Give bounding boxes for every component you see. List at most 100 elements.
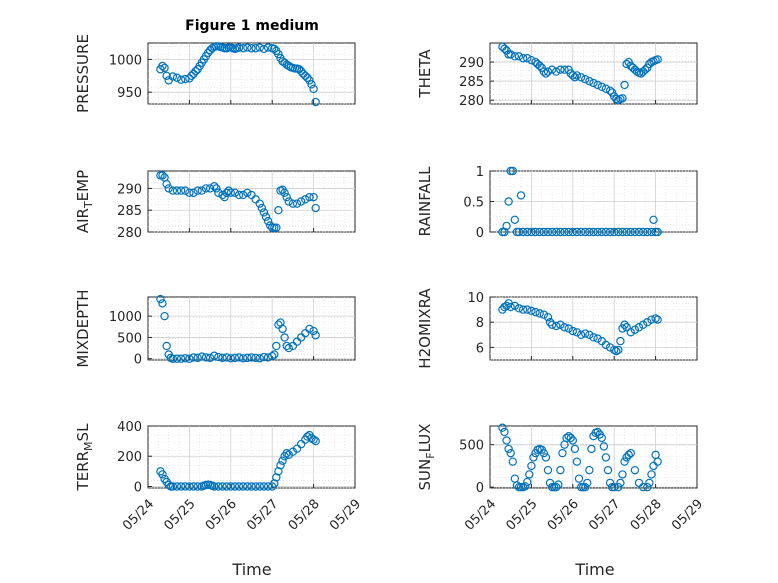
data-point xyxy=(280,188,289,197)
data-point xyxy=(547,320,557,329)
data-point xyxy=(193,353,202,363)
data-point xyxy=(305,76,314,85)
data-point xyxy=(226,354,235,363)
data-point xyxy=(645,59,654,69)
data-point xyxy=(516,191,526,200)
data-point xyxy=(243,188,252,197)
data-point xyxy=(172,73,182,82)
data-point xyxy=(284,197,293,206)
data-point xyxy=(282,341,291,351)
data-point xyxy=(203,48,213,58)
data-point xyxy=(189,353,198,362)
data-point xyxy=(626,328,635,337)
data-point xyxy=(210,182,219,191)
data-point xyxy=(239,482,248,491)
data-point xyxy=(581,482,590,492)
subplot-rainfall: 0 0.5 1 RAINFALL xyxy=(416,165,698,241)
y-tick-label: 0 xyxy=(134,480,142,495)
data-point xyxy=(296,197,306,206)
data-point xyxy=(239,190,248,200)
data-point xyxy=(653,55,662,64)
data-point xyxy=(502,301,511,311)
data-point xyxy=(568,326,578,336)
data-point xyxy=(547,65,557,74)
data-point xyxy=(162,179,171,189)
data-point xyxy=(581,329,590,338)
data-point xyxy=(158,61,167,71)
data-point xyxy=(558,448,567,458)
data-point xyxy=(189,482,198,491)
data-point xyxy=(610,482,619,492)
data-point xyxy=(230,188,240,197)
data-point xyxy=(187,71,196,81)
data-point xyxy=(288,199,298,208)
data-point xyxy=(601,453,611,462)
data-point xyxy=(296,439,306,449)
x-tick-label: 05/26 xyxy=(545,497,582,534)
data-point xyxy=(158,299,167,308)
data-point xyxy=(506,302,515,312)
data-point xyxy=(618,470,627,479)
data-point xyxy=(572,71,582,80)
data-point xyxy=(556,65,565,74)
data-point xyxy=(556,465,565,475)
data-point xyxy=(191,66,200,76)
data-point xyxy=(626,227,635,237)
data-point xyxy=(552,321,561,331)
data-point xyxy=(185,482,194,491)
data-point xyxy=(222,482,231,491)
data-point xyxy=(230,353,240,363)
data-point xyxy=(585,330,594,339)
data-point xyxy=(585,465,594,475)
data-point xyxy=(268,351,277,361)
y-tick-label: 280 xyxy=(459,94,484,109)
data-point xyxy=(539,67,549,76)
data-point xyxy=(255,199,264,208)
data-point xyxy=(587,444,596,454)
data-point xyxy=(162,341,171,351)
data-point xyxy=(574,474,584,483)
y-tick-label: 200 xyxy=(117,450,142,465)
data-point xyxy=(527,306,536,316)
data-point xyxy=(230,482,240,491)
data-point xyxy=(257,203,267,213)
data-point xyxy=(205,184,215,193)
data-point xyxy=(185,74,194,83)
data-point xyxy=(556,320,565,329)
y-tick-label: 6 xyxy=(476,341,484,356)
data-point xyxy=(638,320,648,329)
data-point xyxy=(510,301,520,311)
data-point xyxy=(589,78,598,88)
data-point xyxy=(610,227,619,237)
data-point xyxy=(529,453,538,462)
data-point xyxy=(527,461,536,471)
data-point xyxy=(508,457,517,466)
data-point xyxy=(278,324,287,334)
data-point xyxy=(274,206,283,215)
data-point xyxy=(164,184,173,193)
data-point xyxy=(210,351,219,360)
data-point xyxy=(616,336,625,346)
data-point xyxy=(645,478,654,488)
x-tick-label: 05/25 xyxy=(161,497,198,534)
data-point xyxy=(263,43,273,52)
data-point xyxy=(307,80,316,89)
data-point xyxy=(255,354,264,363)
data-point xyxy=(226,188,235,197)
data-point xyxy=(630,325,640,334)
data-point xyxy=(653,457,662,466)
data-point xyxy=(552,227,561,237)
data-point xyxy=(512,481,522,490)
data-point xyxy=(552,482,561,492)
data-point xyxy=(518,54,528,63)
data-point xyxy=(193,186,202,195)
data-point xyxy=(176,186,186,195)
data-point xyxy=(643,482,652,492)
data-point xyxy=(568,227,578,237)
y-tick-label: 1 xyxy=(476,165,484,180)
y-tick-label: 285 xyxy=(117,204,142,219)
chart-title: Figure 1 medium xyxy=(185,18,319,34)
data-point xyxy=(605,343,615,352)
data-point xyxy=(520,482,530,491)
